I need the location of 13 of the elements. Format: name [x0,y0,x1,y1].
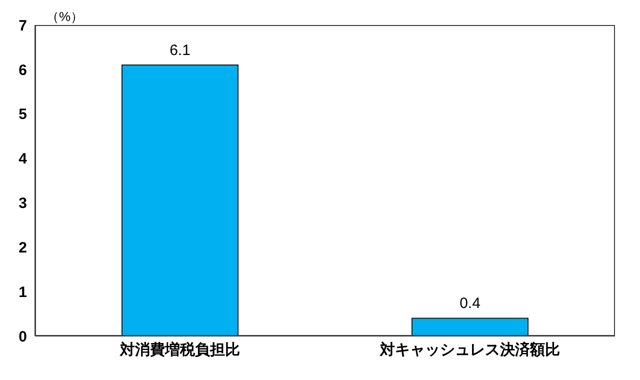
y-axis-title: （%） [46,8,84,26]
y-tick-label: 7 [18,17,27,34]
y-tick-label: 2 [18,239,27,256]
data-label: 0.4 [460,295,480,312]
data-label: 6.1 [170,42,190,59]
x-tick-label: 対消費増税負担比 [119,340,240,359]
y-tick-label: 0 [18,328,27,346]
y-tick-label: 3 [18,195,27,212]
x-tick-label: 対キャッシュレス決済額比 [379,340,560,359]
y-tick-label: 4 [18,150,28,168]
y-tick-label: 6 [18,62,27,79]
y-tick-label: 5 [18,106,27,124]
y-tick-label: 1 [18,284,27,301]
